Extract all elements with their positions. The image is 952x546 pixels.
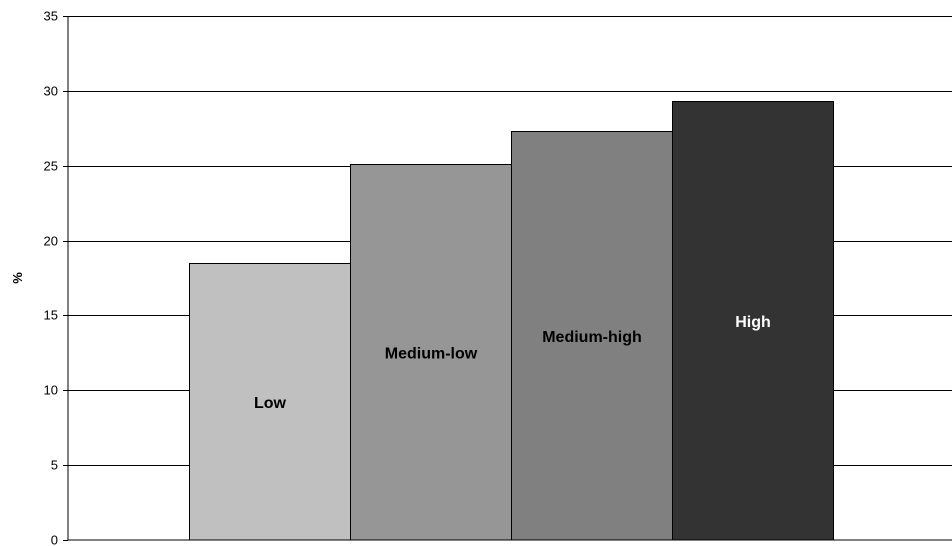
y-tick-label: 25 [44, 159, 58, 174]
y-tick-label: 35 [44, 9, 58, 24]
axes [67, 16, 952, 541]
y-tick-label: 15 [44, 308, 58, 323]
y-tick-label: 20 [44, 234, 58, 249]
bar-label-medium-high: Medium-high [542, 329, 642, 346]
y-tick-labels: 0 5 10 15 20 25 30 35 [44, 9, 68, 546]
bar-label-low: Low [254, 395, 287, 412]
y-tick-label: 30 [44, 84, 58, 99]
y-axis-title: % [10, 272, 25, 284]
bar-medium-high [511, 131, 673, 541]
y-tick-label: 0 [51, 533, 58, 546]
bars: Low Medium-low Medium-high High [189, 101, 834, 541]
y-tick-label: 5 [51, 458, 58, 473]
y-tick-label: 10 [44, 383, 58, 398]
bar-medium-low [350, 164, 512, 541]
bar-label-high: High [735, 314, 771, 331]
bar-high [672, 101, 834, 541]
bar-label-medium-low: Medium-low [385, 345, 478, 362]
